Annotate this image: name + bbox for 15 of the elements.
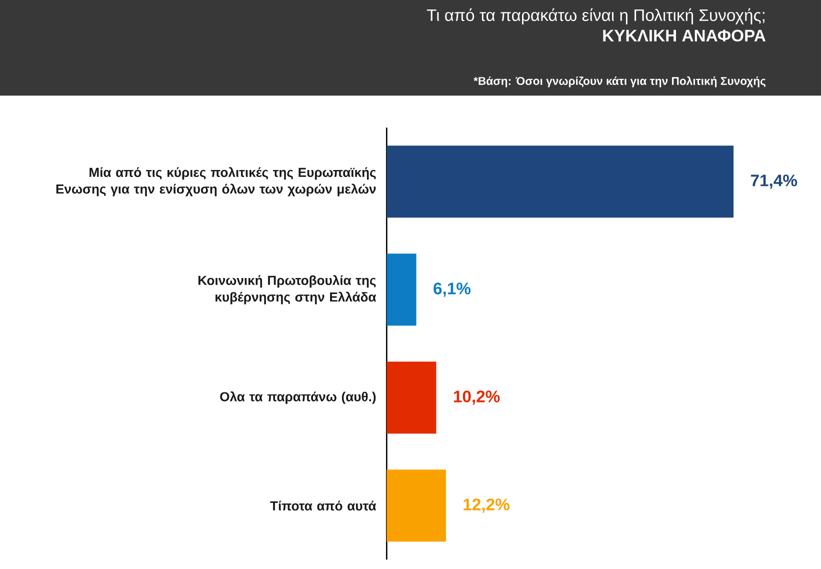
- text: *Βάση: Όσοι γνωρίζουν κάτι για την Πολιτική Συνοχής: [474, 76, 766, 88]
- data-label: 6,1%: [434, 282, 471, 297]
- y-tick-label: Τίποτα από αυτά: [270, 500, 376, 511]
- y-tick-label: Ολα τα παραπάνω (αυθ.): [220, 391, 376, 404]
- chart-subtitle: ΚΥΚΛΙΚΗ ΑΝΑΦΟΡΑ: [603, 30, 766, 42]
- bar: [386, 146, 734, 218]
- data-label: 12,2%: [464, 498, 510, 513]
- data-label: 10,2%: [454, 390, 500, 405]
- y-tick-label: Κοινωνική Πρωτοβουλία της κυβέρνησης στην Ελλάδα: [198, 275, 376, 304]
- bar: [386, 254, 416, 326]
- bar: [386, 470, 446, 542]
- data-label: 71,4%: [750, 174, 798, 189]
- y-tick-label: Μία από τις κύριες πολιτικές της Ευρωπαϊκής Ενωσης για την ενίσχυση όλων των χωρών μελών: [56, 167, 376, 196]
- bar: [386, 362, 436, 434]
- chart-title: Τι από τα παρακάτω είναι η Πολιτική Συνοχής;: [426, 8, 764, 24]
